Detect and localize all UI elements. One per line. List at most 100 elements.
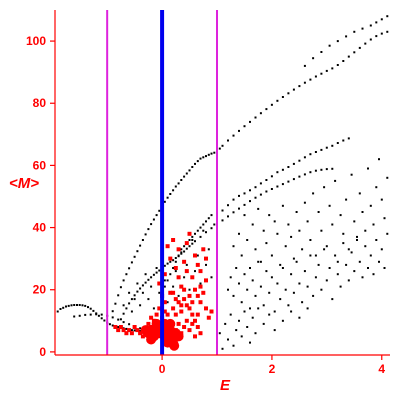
data-point bbox=[218, 332, 221, 335]
data-point bbox=[179, 309, 184, 314]
data-point bbox=[119, 318, 122, 321]
data-point bbox=[121, 328, 126, 333]
y-tick-label: 100 bbox=[26, 34, 46, 48]
data-point bbox=[187, 328, 192, 333]
data-point bbox=[309, 171, 312, 174]
data-point bbox=[238, 129, 240, 132]
data-point bbox=[191, 166, 194, 168]
data-point bbox=[193, 334, 197, 339]
data-point bbox=[257, 260, 260, 263]
data-point bbox=[221, 209, 224, 212]
data-point bbox=[273, 329, 276, 332]
data-point bbox=[270, 103, 273, 106]
data-point bbox=[199, 157, 202, 160]
data-point bbox=[251, 316, 254, 319]
data-point bbox=[257, 307, 260, 310]
data-point bbox=[150, 223, 153, 226]
data-point bbox=[257, 207, 260, 210]
data-point bbox=[162, 309, 167, 314]
data-point bbox=[130, 329, 133, 332]
data-point bbox=[187, 293, 192, 298]
data-point bbox=[188, 288, 191, 291]
data-point bbox=[265, 179, 268, 181]
data-point bbox=[139, 244, 142, 247]
data-point bbox=[114, 302, 117, 305]
data-point bbox=[309, 254, 312, 257]
data-point bbox=[196, 160, 199, 163]
data-point bbox=[130, 298, 133, 301]
data-point bbox=[265, 270, 268, 273]
data-point bbox=[249, 120, 251, 123]
data-point bbox=[270, 188, 273, 190]
data-point bbox=[162, 272, 167, 277]
data-point bbox=[378, 260, 380, 263]
data-point bbox=[325, 168, 328, 171]
data-point bbox=[150, 276, 153, 279]
data-point bbox=[262, 304, 265, 307]
data-point bbox=[347, 137, 350, 140]
data-point bbox=[177, 182, 180, 185]
data-point bbox=[150, 285, 153, 288]
data-point bbox=[306, 307, 309, 310]
data-point bbox=[227, 215, 229, 218]
data-point bbox=[73, 304, 76, 306]
data-point bbox=[347, 279, 350, 282]
data-point bbox=[298, 282, 301, 285]
data-point bbox=[140, 325, 151, 336]
data-point bbox=[205, 263, 207, 266]
data-point bbox=[188, 169, 191, 172]
data-point bbox=[194, 162, 196, 165]
data-point bbox=[232, 211, 235, 214]
data-point bbox=[232, 134, 235, 137]
data-point bbox=[323, 248, 326, 251]
x-tick-label: 4 bbox=[378, 362, 385, 376]
data-point bbox=[336, 64, 339, 66]
data-point bbox=[100, 313, 103, 316]
data-point bbox=[306, 285, 309, 288]
data-point bbox=[361, 276, 364, 279]
data-point bbox=[301, 301, 304, 304]
data-point bbox=[207, 248, 210, 251]
data-point bbox=[312, 294, 315, 297]
data-point bbox=[174, 270, 177, 273]
data-point bbox=[180, 251, 183, 254]
data-point bbox=[195, 293, 200, 298]
data-point bbox=[238, 319, 240, 322]
data-point bbox=[198, 284, 203, 289]
data-point bbox=[364, 42, 367, 45]
data-point bbox=[314, 75, 317, 78]
data-point bbox=[193, 253, 197, 258]
data-point bbox=[133, 255, 136, 258]
data-point bbox=[205, 231, 207, 234]
x-axis-title: E bbox=[220, 377, 231, 394]
data-point bbox=[325, 69, 328, 72]
data-point bbox=[195, 325, 200, 329]
data-point bbox=[254, 248, 257, 251]
y-tick-label: 0 bbox=[39, 345, 46, 359]
data-point bbox=[336, 142, 339, 144]
data-point bbox=[221, 347, 224, 350]
data-point bbox=[309, 239, 312, 241]
data-point bbox=[303, 201, 306, 204]
data-point bbox=[331, 223, 334, 226]
data-point bbox=[125, 273, 128, 276]
data-point bbox=[210, 276, 213, 279]
data-point bbox=[204, 278, 208, 283]
data-point bbox=[182, 259, 187, 264]
data-point bbox=[249, 200, 251, 203]
data-point bbox=[380, 32, 383, 35]
data-point bbox=[227, 338, 229, 341]
data-point bbox=[254, 294, 257, 297]
data-point bbox=[198, 331, 203, 336]
data-point bbox=[210, 152, 213, 155]
data-point bbox=[157, 281, 162, 286]
data-point bbox=[317, 211, 320, 213]
data-point bbox=[185, 247, 188, 250]
data-point bbox=[166, 301, 169, 304]
data-point bbox=[184, 269, 189, 274]
data-point bbox=[118, 325, 123, 329]
data-point bbox=[232, 198, 235, 201]
data-point bbox=[147, 228, 150, 231]
data-point bbox=[141, 239, 144, 241]
data-point bbox=[122, 279, 125, 282]
